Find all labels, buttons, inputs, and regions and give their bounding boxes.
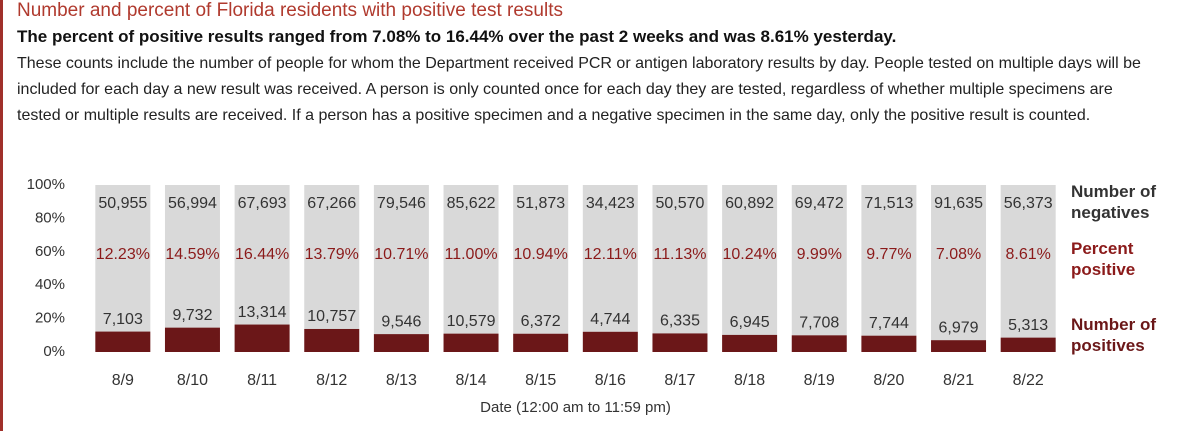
negative-label: 50,955 [98,195,147,212]
legend-entry: Number of positives [1071,315,1156,355]
x-tick-label: 8/13 [386,372,417,389]
positive-label: 9,732 [172,307,212,324]
positive-bar [791,335,847,352]
negative-label: 71,513 [864,195,913,212]
x-tick-label: 8/19 [804,372,835,389]
negative-bar [861,185,917,336]
y-tick-label: 20% [35,310,65,327]
y-tick-label: 40% [35,276,65,293]
percent-label: 9.77% [866,246,911,263]
negative-bar [304,185,360,329]
positive-label: 7,103 [103,311,143,328]
positive-bar [304,328,360,352]
legend-entry: Number of negatives [1071,182,1156,222]
negative-bar [652,185,708,334]
percent-label: 10.71% [374,246,428,263]
negative-label: 67,266 [307,195,356,212]
positive-bar [443,333,499,352]
percent-label: 7.08% [936,246,981,263]
negative-bar [722,185,778,335]
x-tick-label: 8/20 [873,372,904,389]
negative-bar [164,185,220,328]
positive-label: 6,979 [939,319,979,336]
positive-bar [652,333,708,352]
percent-label: 12.23% [96,246,150,263]
positive-label: 9,546 [381,313,421,330]
negative-label: 79,546 [377,195,426,212]
positive-bar [373,334,429,352]
negative-bar [931,185,987,341]
positive-bar [234,324,290,352]
negative-label: 91,635 [934,195,983,212]
negative-bar [513,185,569,334]
x-tick-label: 8/16 [595,372,626,389]
chart-subtitle: The percent of positive results ranged f… [17,27,897,46]
x-tick-label: 8/21 [943,372,974,389]
positive-bar [582,331,638,352]
positive-bar [861,335,917,352]
positive-bar [1000,337,1056,352]
negative-bar [234,185,290,325]
positive-label: 10,579 [447,313,496,330]
negative-bar [443,185,499,334]
positive-bar [95,331,151,352]
percent-label: 11.00% [444,246,497,263]
x-tick-label: 8/12 [316,372,347,389]
x-tick-label: 8/17 [664,372,695,389]
x-tick-label: 8/15 [525,372,556,389]
positive-label: 7,744 [869,315,909,332]
negative-bar [791,185,847,336]
legend-entry: Percent positive [1071,239,1136,279]
positive-label: 13,314 [238,304,287,321]
percent-label: 10.24% [722,246,776,263]
negative-label: 60,892 [725,195,774,212]
negative-label: 34,423 [586,195,635,212]
positive-bar [164,327,220,352]
y-tick-label: 80% [35,209,65,226]
positive-label: 6,335 [660,313,700,330]
percent-label: 8.61% [1005,246,1050,263]
percent-label: 13.79% [305,246,359,263]
x-tick-label: 8/14 [455,372,486,389]
negative-bar [1000,185,1056,338]
positive-label: 7,708 [799,315,839,332]
percent-label: 14.59% [165,246,219,263]
x-tick-label: 8/9 [112,372,134,389]
x-tick-label: 8/18 [734,372,765,389]
negative-label: 85,622 [447,195,496,212]
positive-bar [513,333,569,352]
y-tick-label: 100% [27,176,65,193]
negative-label: 67,693 [238,195,287,212]
percent-label: 10.94% [514,246,568,263]
percent-label: 16.44% [235,246,289,263]
positive-bar [722,334,778,352]
percent-label: 11.13% [653,246,706,263]
negative-label: 56,994 [168,195,217,212]
x-tick-label: 8/22 [1013,372,1044,389]
negative-bar [582,185,638,332]
chart: 0% 20% 40% 60% 80% 100% 50,955 12.23% 7,103 8/9 56… [27,176,1056,416]
x-axis-label: Date (12:00 am to 11:59 pm) [480,399,671,416]
positive-label: 6,372 [521,313,561,330]
positive-label: 6,945 [730,314,770,331]
negative-label: 69,472 [795,195,844,212]
positive-bar [931,340,987,352]
x-tick-label: 8/10 [177,372,208,389]
positive-label: 4,744 [590,311,630,328]
x-tick-label: 8/11 [247,372,277,389]
negative-bar [95,185,151,332]
positive-label: 5,313 [1008,317,1048,334]
negative-label: 50,570 [655,195,704,212]
positive-label: 10,757 [307,308,356,325]
description: These counts include the number of peopl… [17,55,1141,124]
y-tick-label: 60% [35,243,65,260]
percent-label: 12.11% [584,246,637,263]
y-tick-label: 0% [43,343,65,360]
chart-title: Number and percent of Florida residents … [17,0,563,21]
negative-label: 56,373 [1004,195,1053,212]
negative-bar [373,185,429,335]
negative-label: 51,873 [516,195,565,212]
percent-label: 9.99% [797,246,842,263]
